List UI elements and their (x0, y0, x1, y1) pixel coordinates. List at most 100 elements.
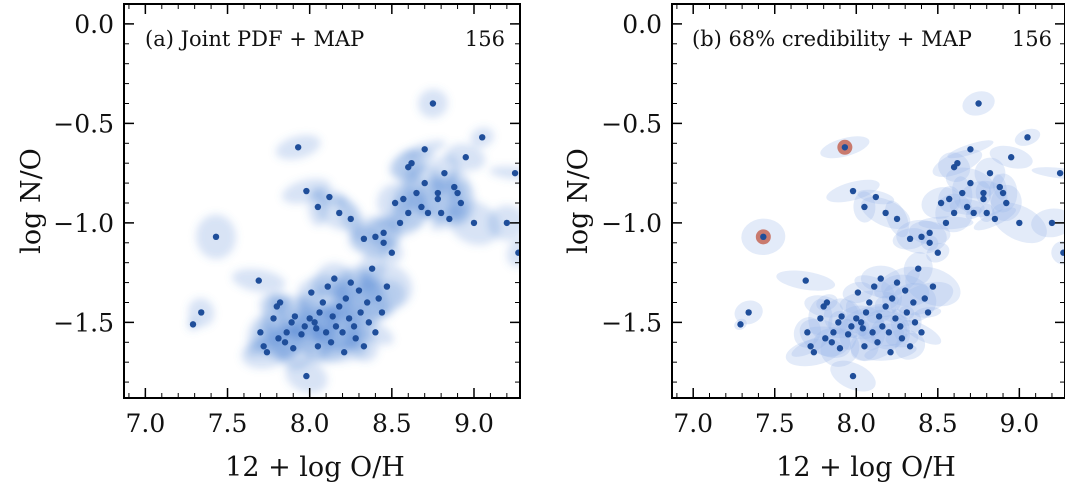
map-point (372, 233, 379, 241)
map-point (802, 277, 809, 284)
x-tick-label: 7.0 (673, 409, 713, 438)
map-point (946, 195, 953, 203)
map-point (915, 265, 922, 272)
map-point (372, 329, 379, 336)
map-point (967, 179, 974, 187)
map-point (897, 323, 904, 330)
map-point (967, 146, 974, 153)
x-tick-label: 9.0 (454, 409, 494, 438)
map-point (1048, 219, 1056, 227)
map-point (872, 193, 880, 201)
map-point (970, 209, 977, 217)
map-point (479, 134, 486, 141)
map-points-layer (189, 100, 520, 380)
map-point (316, 309, 323, 316)
map-point (470, 219, 478, 227)
map-point (934, 249, 942, 256)
map-point (446, 215, 453, 223)
map-point (918, 233, 925, 241)
map-point (854, 289, 862, 296)
map-point (906, 343, 914, 350)
map-point (303, 187, 310, 195)
map-point (986, 169, 994, 177)
map-point (391, 199, 399, 207)
map-point (996, 183, 1003, 191)
map-point (329, 313, 336, 320)
map-point (257, 329, 264, 336)
map-point (885, 329, 893, 336)
map-point (862, 309, 870, 316)
map-point (405, 163, 412, 171)
map-point (511, 169, 519, 177)
map-point (314, 343, 322, 350)
map-point (980, 189, 987, 197)
credibility-regions-layer (734, 91, 1065, 392)
map-point (760, 233, 767, 241)
map-point (857, 319, 865, 326)
y-tick-label: 0.0 (74, 10, 114, 39)
map-point (255, 277, 262, 284)
map-point (375, 295, 382, 302)
map-point (942, 219, 950, 227)
map-point (959, 189, 966, 197)
map-point (355, 287, 363, 294)
map-point (336, 209, 343, 217)
map-point (835, 319, 842, 326)
map-point (378, 309, 386, 316)
map-point (844, 331, 852, 338)
map-point (340, 349, 348, 356)
map-point (874, 339, 881, 346)
map-point (980, 195, 987, 203)
map-point (388, 249, 396, 256)
map-point (823, 299, 831, 306)
y-tick-label: −1.5 (53, 308, 114, 337)
sample-count: 156 (465, 27, 505, 51)
map-point (901, 287, 909, 294)
map-point (294, 144, 302, 151)
map-point (830, 329, 837, 336)
map-point (849, 187, 857, 195)
map-point (515, 249, 520, 256)
map-point (807, 343, 814, 350)
panel-label: (b) 68% credibility + MAP (692, 27, 972, 51)
map-point (898, 335, 906, 342)
map-point (1016, 219, 1023, 227)
panel-a: 7.0 7.5 8.0 8.5 9.0 0.0 −0.5 −1.0 −1.5 (a) Joint… (16, 3, 521, 483)
map-point (281, 339, 289, 346)
map-point (991, 215, 999, 223)
x-tick-label: 7.5 (755, 409, 795, 438)
map-point (503, 219, 511, 227)
map-point (434, 189, 442, 197)
map-point (326, 193, 333, 201)
map-point (288, 319, 295, 326)
map-point (454, 189, 461, 197)
map-point (861, 203, 868, 211)
map-point (314, 203, 322, 211)
map-point (336, 303, 343, 310)
map-points-layer (737, 100, 1065, 380)
map-point (396, 219, 404, 227)
map-point (866, 299, 873, 306)
map-point (882, 209, 889, 217)
x-tick-label: 9.0 (999, 409, 1039, 438)
map-point (963, 203, 971, 211)
map-point (350, 323, 358, 330)
map-point (999, 189, 1007, 197)
map-point (347, 215, 354, 223)
map-point (929, 283, 937, 290)
map-point (893, 279, 901, 286)
sample-count: 156 (1012, 27, 1052, 51)
map-point (405, 209, 412, 217)
map-point (319, 299, 327, 306)
map-point (291, 313, 299, 320)
x-tick-label: 8.0 (836, 409, 876, 438)
map-point (421, 146, 428, 153)
map-point (838, 313, 845, 320)
map-point (869, 329, 876, 336)
x-tick-label: 8.5 (918, 409, 958, 438)
x-tick-label: 8.0 (290, 409, 330, 438)
map-point (363, 299, 371, 306)
map-point (339, 329, 346, 336)
map-point (950, 163, 958, 171)
map-point (926, 239, 933, 246)
